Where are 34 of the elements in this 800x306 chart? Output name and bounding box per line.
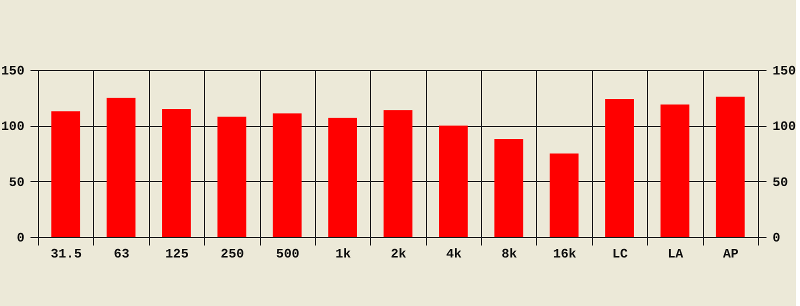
bar bbox=[660, 104, 690, 237]
bar bbox=[716, 96, 745, 237]
x-tick-label: AP bbox=[723, 246, 739, 262]
y2-tick-label: 100 bbox=[772, 119, 796, 134]
y2-tick-label: 150 bbox=[772, 64, 796, 78]
y2-tick-label: 0 bbox=[772, 230, 780, 246]
x-tick-label: 31.5 bbox=[50, 246, 82, 262]
y-tick-label: 100 bbox=[1, 119, 25, 134]
bar bbox=[51, 111, 80, 237]
y-tick-label: 0 bbox=[16, 230, 25, 246]
bar bbox=[272, 113, 302, 237]
x-tick-label: 16k bbox=[552, 246, 577, 262]
x-tick-label: 500 bbox=[276, 246, 300, 262]
x-tick-label: 63 bbox=[114, 246, 130, 262]
bar bbox=[438, 126, 468, 237]
bar bbox=[162, 108, 191, 237]
x-tick-label: 1k bbox=[335, 246, 352, 262]
x-tick-label: 4k bbox=[446, 246, 462, 262]
x-tick-label: 8k bbox=[501, 246, 518, 262]
bar bbox=[106, 98, 136, 237]
x-tick-label: LA bbox=[668, 246, 684, 262]
bar bbox=[384, 110, 412, 237]
y-tick-label: 150 bbox=[1, 64, 25, 78]
bar bbox=[217, 116, 246, 237]
y-tick-label: 50 bbox=[8, 174, 25, 190]
x-tick-label: LC bbox=[612, 246, 628, 262]
bar bbox=[494, 139, 524, 237]
x-tick-label: 125 bbox=[165, 246, 189, 262]
bar bbox=[605, 98, 634, 237]
bar bbox=[328, 118, 358, 237]
bar bbox=[550, 154, 579, 237]
x-tick-label: 2k bbox=[390, 246, 406, 262]
x-tick-label: 250 bbox=[220, 246, 244, 262]
y2-tick-label: 50 bbox=[772, 174, 788, 190]
